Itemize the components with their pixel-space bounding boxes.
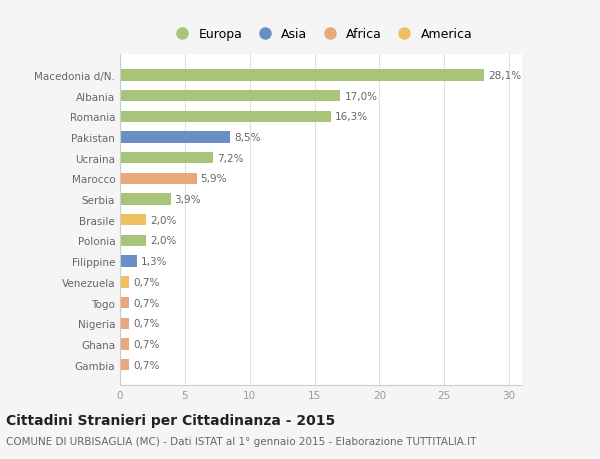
Text: 17,0%: 17,0% (344, 91, 377, 101)
Bar (120, 91, 340, 102)
Bar (120, 277, 129, 288)
Text: 0,7%: 0,7% (133, 339, 160, 349)
Bar (120, 215, 146, 226)
Text: 28,1%: 28,1% (488, 71, 521, 81)
Bar (120, 339, 129, 350)
Text: 5,9%: 5,9% (200, 174, 227, 184)
Text: 8,5%: 8,5% (234, 133, 260, 143)
Bar (120, 194, 170, 205)
Text: 2,0%: 2,0% (150, 215, 176, 225)
Bar (120, 297, 129, 308)
Legend: Europa, Asia, Africa, America: Europa, Asia, Africa, America (170, 28, 472, 41)
Bar (120, 318, 129, 329)
Text: COMUNE DI URBISAGLIA (MC) - Dati ISTAT al 1° gennaio 2015 - Elaborazione TUTTITA: COMUNE DI URBISAGLIA (MC) - Dati ISTAT a… (6, 436, 476, 446)
Text: 0,7%: 0,7% (133, 360, 160, 370)
Text: 7,2%: 7,2% (217, 153, 244, 163)
Bar (120, 70, 484, 81)
Bar (120, 132, 230, 143)
Text: 0,7%: 0,7% (133, 277, 160, 287)
Text: 0,7%: 0,7% (133, 319, 160, 329)
Text: 3,9%: 3,9% (175, 195, 201, 205)
Bar (120, 174, 197, 185)
Bar (120, 256, 137, 267)
Text: 1,3%: 1,3% (141, 257, 167, 267)
Bar (120, 359, 129, 370)
Bar (120, 153, 214, 164)
Text: 16,3%: 16,3% (335, 112, 368, 122)
Text: 2,0%: 2,0% (150, 236, 176, 246)
Bar (120, 112, 331, 123)
Text: Cittadini Stranieri per Cittadinanza - 2015: Cittadini Stranieri per Cittadinanza - 2… (6, 413, 335, 427)
Bar (120, 235, 146, 246)
Text: 0,7%: 0,7% (133, 298, 160, 308)
